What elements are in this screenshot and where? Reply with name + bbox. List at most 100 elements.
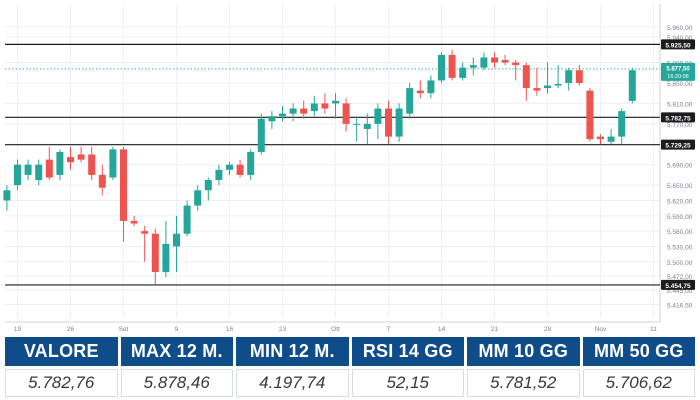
candle-body: [522, 65, 530, 89]
y-tick-label: 5.940,00: [667, 35, 693, 42]
candle-body: [194, 190, 202, 206]
x-tick-label: 23: [279, 326, 287, 333]
last-price-label: 5.877,50: [666, 66, 690, 72]
y-tick-label: 5.472,00: [667, 274, 693, 281]
candle-body: [45, 159, 53, 178]
candle-body: [204, 180, 212, 191]
candle-body: [257, 118, 265, 152]
candle-body: [406, 88, 414, 114]
candle-body: [395, 108, 403, 137]
last-price-box: [661, 62, 695, 81]
candle-body: [35, 164, 43, 181]
stat-valore: VALORE 5.782,76: [5, 337, 118, 399]
y-tick-label: 5.810,00: [667, 101, 693, 108]
y-tick-label: 5.620,00: [667, 198, 693, 205]
y-tick-label: 5.560,00: [667, 229, 693, 236]
y-tick-label: 5.445,00: [667, 288, 693, 295]
candle-body: [342, 103, 350, 124]
candle-body: [56, 151, 64, 175]
candle-body: [236, 164, 244, 175]
x-tick-label: 16: [226, 326, 234, 333]
candle-body: [438, 54, 445, 81]
candle-body: [459, 67, 467, 78]
x-tick-label: 21: [491, 326, 499, 333]
level-label: 5.782,75: [665, 115, 691, 122]
x-tick-label: 7: [387, 326, 391, 333]
stat-rsi-14: RSI 14 GG 52,15: [351, 337, 464, 399]
stat-min-12m: MIN 12 M. 4.197,74: [236, 337, 349, 399]
stat-value: 52,15: [351, 369, 464, 397]
level-label-box: [661, 39, 695, 50]
last-price-countdown: 16:20:08: [667, 74, 688, 80]
candle-body: [469, 65, 477, 68]
candle-body: [427, 80, 435, 94]
level-label: 5.925,50: [665, 42, 691, 49]
candle-body: [512, 62, 520, 66]
x-tick-label: 26: [67, 326, 75, 333]
candle-body: [183, 205, 191, 234]
candle-body: [279, 113, 286, 117]
stats-table: VALORE 5.782,76 MAX 12 M. 5.878,46 MIN 1…: [5, 337, 695, 399]
x-tick-label: 9: [175, 326, 179, 333]
y-tick-label: 5.650,00: [667, 183, 693, 190]
y-tick-label: 5.690,00: [667, 163, 693, 170]
candle-body: [416, 90, 424, 94]
y-tick-label: 5.530,00: [667, 244, 693, 251]
candle-body: [3, 190, 11, 201]
candlestick-chart-svg: 5.416,50 5.445,00 5.472,00 5.500,00 5.530,00…: [3, 4, 695, 333]
x-tick-label: 14: [438, 326, 446, 333]
x-tick-label: 28: [544, 326, 552, 333]
candle-body: [363, 123, 371, 129]
candle-body: [310, 103, 318, 112]
x-tick-label: Set: [119, 326, 129, 333]
candle-body: [67, 157, 74, 163]
stat-label: RSI 14 GG: [351, 337, 464, 366]
candle-body: [374, 108, 382, 124]
candle-body: [554, 83, 562, 86]
candle-body: [247, 151, 255, 175]
stat-value: 4.197,74: [236, 369, 349, 397]
candle-body: [162, 243, 170, 273]
candle-body: [130, 220, 138, 224]
y-tick-label: 5.960,00: [667, 25, 693, 32]
candle-body: [565, 70, 573, 83]
y-tick-label: 5.590,00: [667, 214, 693, 221]
x-tick-label: Ott: [331, 326, 340, 333]
x-tick-label: Nov: [595, 326, 607, 333]
level-label: 5.729,25: [665, 143, 691, 150]
candle-body: [88, 154, 96, 175]
stat-max-12m: MAX 12 M. 5.878,46: [120, 337, 233, 399]
stat-mm-10: MM 10 GG 5.781,52: [467, 337, 580, 399]
candle-body: [321, 103, 329, 109]
candle-body: [151, 233, 159, 273]
stat-label: MM 50 GG: [582, 337, 695, 366]
candle-body: [24, 164, 32, 175]
candle-body: [533, 88, 541, 91]
candle-body: [173, 233, 180, 247]
candle-body: [575, 70, 583, 83]
candle-body: [607, 136, 615, 142]
stat-value: 5.706,62: [582, 369, 695, 397]
stat-label: VALORE: [5, 337, 118, 366]
candle-body: [332, 100, 339, 104]
candle-body: [491, 57, 498, 63]
level-label: 5.454,75: [665, 283, 691, 290]
stat-label: MM 10 GG: [467, 337, 580, 366]
level-label-box: [661, 139, 695, 150]
y-tick-label: 5.770,00: [667, 122, 693, 129]
candle-body: [448, 54, 456, 78]
candle-body: [480, 57, 488, 68]
candle-body: [14, 164, 21, 186]
y-tick-label: 5.850,00: [667, 81, 693, 88]
candle-body: [268, 116, 276, 122]
candle-body: [120, 149, 127, 221]
y-tick-label: 5.500,00: [667, 260, 693, 267]
candle-body: [300, 108, 308, 114]
level-label-box: [661, 112, 695, 123]
candle-body: [385, 108, 392, 137]
candle-body: [501, 59, 509, 63]
y-tick-label: 5.416,50: [667, 302, 693, 309]
stat-mm-50: MM 50 GG 5.706,62: [582, 337, 695, 399]
stat-label: MAX 12 M.: [120, 337, 233, 366]
stat-value: 5.781,52: [467, 369, 580, 397]
